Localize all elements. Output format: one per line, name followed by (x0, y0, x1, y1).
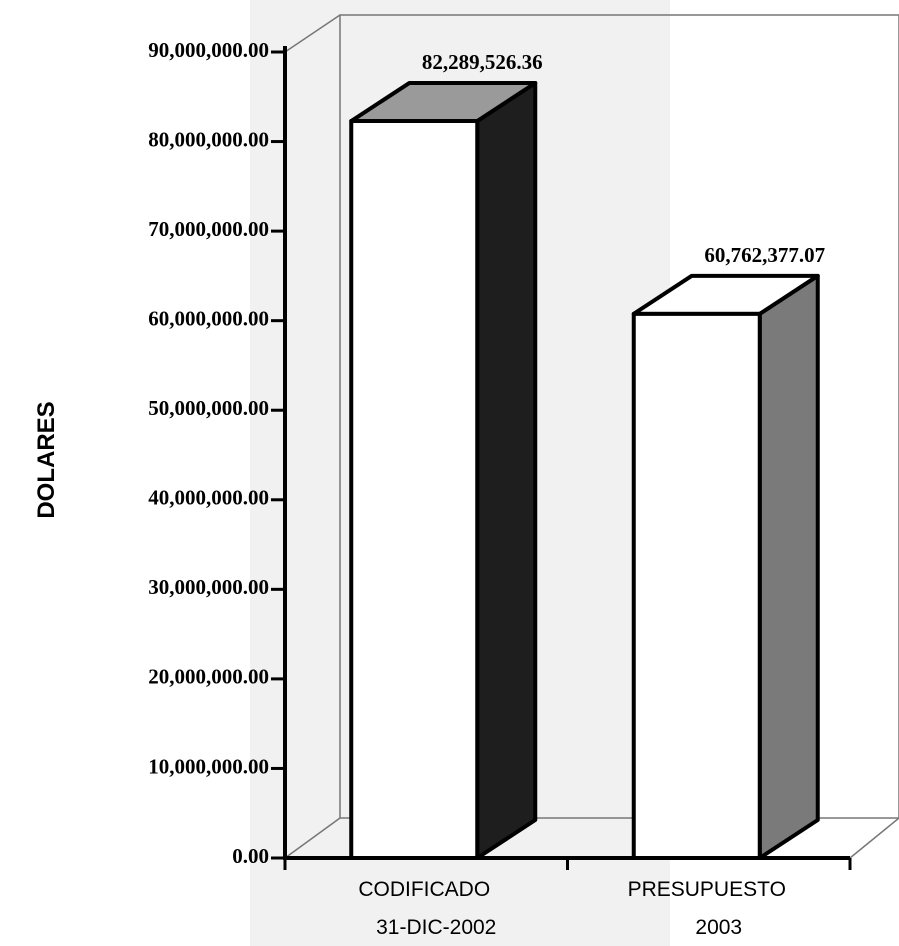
y-tick-label: 0.00 (232, 844, 269, 868)
x-tick-label: PRESUPUESTO (628, 878, 786, 901)
value-label: 60,762,377.07 (704, 243, 825, 267)
y-tick-label: 20,000,000.00 (148, 665, 269, 689)
x-tick-label: 2003 (695, 916, 742, 939)
bar-front (349, 119, 480, 860)
back-wall (339, 14, 899, 819)
bar-front (631, 311, 762, 860)
y-tick-label: 90,000,000.00 (148, 38, 269, 62)
y-tick-label: 50,000,000.00 (148, 396, 269, 420)
value-label: 82,289,526.36 (422, 50, 543, 74)
bar-side (757, 273, 820, 860)
x-tick-label: 31-DIC-2002 (376, 916, 496, 939)
y-tick-label: 10,000,000.00 (148, 754, 269, 778)
x-tick-label: CODIFICADO (358, 878, 490, 901)
y-tick-label: 60,000,000.00 (148, 306, 269, 330)
y-axis-title: DOLARES (33, 401, 60, 518)
floor-edge (849, 817, 899, 859)
floor-edge (284, 817, 341, 859)
y-tick-label: 30,000,000.00 (148, 575, 269, 599)
y-tick-label: 80,000,000.00 (148, 127, 269, 151)
wall-edge (284, 14, 341, 53)
y-tick-label: 40,000,000.00 (148, 486, 269, 510)
bar-side (475, 81, 538, 860)
y-tick-label: 70,000,000.00 (148, 217, 269, 241)
